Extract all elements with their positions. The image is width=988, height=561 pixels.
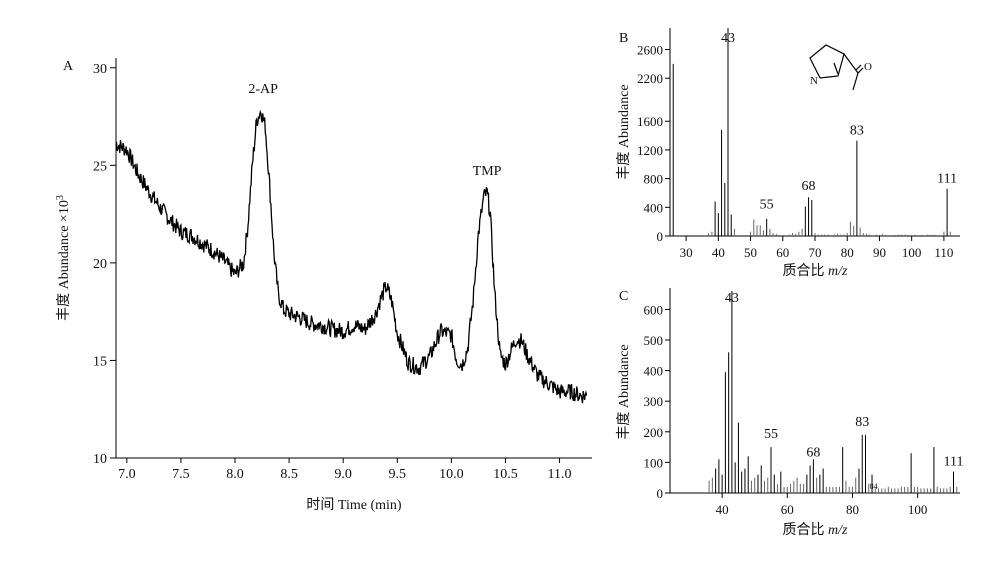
panel-c-x-tick-label: 80 — [846, 502, 859, 517]
panel-b-peak-label: 111 — [937, 172, 957, 187]
panel-a-x-tick-label: 10.0 — [439, 467, 464, 482]
panel-c-mass-spectrum: C 0 100 200 300 400 500 600 40 60 80 100 43 55 68 83… — [616, 288, 963, 538]
panel-c-marker-label: 84 — [870, 482, 878, 491]
panel-a-peak-label-2ap: 2-AP — [248, 82, 278, 97]
panel-b-y-ticks: 0 400 800 1200 1600 2200 2600 — [637, 43, 670, 244]
panel-c-y-ticks: 0 100 200 300 400 500 600 — [644, 302, 670, 501]
panel-c-y-tick-label: 300 — [644, 394, 664, 409]
molecule-oxygen-label: O — [864, 61, 872, 73]
panel-b-x-tick-label: 90 — [873, 245, 886, 260]
methyl-bond-icon — [852, 72, 859, 91]
panel-a-y-axis-title: 丰度 Abundance ×103 — [55, 195, 72, 321]
panel-c-y-tick-label: 0 — [657, 486, 664, 501]
carbonyl-double-bond-icon — [855, 64, 862, 71]
panel-a-y-tick-label: 20 — [93, 257, 107, 272]
panel-c-peak-labels: 43 55 68 83 111 — [725, 291, 964, 470]
panel-c-x-ticks: 40 60 80 100 — [716, 493, 928, 517]
carbonyl-bond-icon — [857, 67, 864, 74]
panel-a-label: A — [63, 59, 74, 74]
ring-double-bond-icon — [833, 62, 839, 75]
panel-c-peak-label: 83 — [855, 415, 869, 430]
molecule-structure-icon — [809, 44, 864, 91]
panel-b-x-ticks: 30 40 50 60 70 80 90 100 110 — [680, 236, 953, 260]
panel-c-x-tick-label: 100 — [908, 502, 928, 517]
panel-b-label: B — [619, 31, 628, 46]
panel-a-x-tick-label: 7.5 — [172, 467, 190, 482]
panel-b-peak-label: 43 — [721, 31, 735, 46]
panel-a-peak-label-tmp: TMP — [473, 164, 502, 179]
panel-b-peak-label: 83 — [850, 124, 864, 139]
panel-c-x-axis-title-mz: m/z — [828, 523, 848, 538]
panel-a-x-tick-label: 10.5 — [493, 467, 518, 482]
panel-a-y-axis-title-exponent: 3 — [55, 195, 66, 200]
panel-b-peak-label: 68 — [802, 179, 816, 194]
panel-b-peak-label: 55 — [760, 197, 774, 212]
panel-a-y-tick-label: 30 — [93, 62, 107, 77]
panel-c-y-tick-label: 100 — [644, 455, 664, 470]
panel-c-peak-label: 111 — [943, 455, 963, 470]
panel-c-peak-label: 68 — [806, 445, 820, 460]
panel-c-y-tick-label: 500 — [644, 333, 664, 348]
panel-b-y-tick-label: 400 — [644, 200, 664, 215]
panel-c-y-axis-title: 丰度 Abundance — [616, 344, 632, 439]
panel-a-chromatogram-trace — [115, 109, 588, 404]
panel-b-y-tick-label: 1600 — [637, 114, 663, 129]
panel-b-x-tick-label: 70 — [809, 245, 822, 260]
panel-b-mass-spectrum: B 0 400 800 1200 1600 2200 2600 30 40 50 60 70 80 90… — [616, 28, 960, 279]
panel-a-y-ticks: 10 15 20 25 30 — [93, 62, 116, 467]
panel-b-y-tick-label: 0 — [657, 229, 664, 244]
panel-b-x-tick-label: 30 — [680, 245, 693, 260]
panel-b-x-tick-label: 60 — [776, 245, 789, 260]
panel-a-y-axis-title-main: 丰度 Abundance ×10 — [56, 200, 72, 321]
panel-b-x-tick-label: 100 — [902, 245, 922, 260]
panel-b-y-axis-title: 丰度 Abundance — [616, 84, 632, 179]
panel-b-peak-labels: 43 55 68 83 111 — [721, 31, 957, 212]
panel-b-x-tick-label: 40 — [712, 245, 725, 260]
panel-b-x-axis-title-mz: m/z — [828, 264, 848, 279]
acetyl-bond-icon — [843, 53, 859, 74]
panel-a-x-tick-label: 11.0 — [548, 467, 572, 482]
panel-a-x-ticks: 7.0 7.5 8.0 8.5 9.0 9.5 10.0 10.5 11.0 — [118, 458, 572, 482]
panel-b-y-tick-label: 800 — [644, 172, 664, 187]
panel-a-x-tick-label: 8.5 — [280, 467, 298, 482]
panel-a-x-tick-label: 9.0 — [334, 467, 352, 482]
panel-b-x-tick-label: 50 — [744, 245, 757, 260]
panel-a-x-axis-title: 时间 Time (min) — [306, 497, 401, 513]
panel-b-x-tick-label: 110 — [934, 245, 953, 260]
panel-b-x-axis-title-prefix: 质合比 — [783, 263, 829, 279]
panel-a-chromatogram: A 10 15 20 25 30 7.0 7.5 8.0 8.5 9.0 9.5 10.0 10.5 1… — [55, 58, 592, 513]
panel-a-x-tick-label: 8.0 — [226, 467, 244, 482]
panel-c-label: C — [619, 289, 628, 304]
panel-c-x-axis-title-prefix: 质合比 — [783, 522, 829, 538]
panel-a-x-tick-label: 7.0 — [118, 467, 136, 482]
panel-c-peaks — [708, 291, 958, 493]
panel-b-y-tick-label: 2600 — [637, 43, 663, 58]
panel-c-y-tick-label: 400 — [644, 364, 664, 379]
panel-c-y-tick-label: 600 — [644, 302, 664, 317]
panel-c-x-tick-label: 60 — [781, 502, 794, 517]
panel-a-y-tick-label: 10 — [93, 452, 107, 467]
panel-c-peak-label: 43 — [725, 291, 739, 306]
panel-b-x-tick-label: 80 — [841, 245, 854, 260]
panel-b-y-tick-label: 2200 — [637, 71, 663, 86]
panel-a-y-tick-label: 25 — [93, 159, 107, 174]
panel-a-x-tick-label: 9.5 — [389, 467, 407, 482]
panel-c-y-tick-label: 200 — [644, 425, 664, 440]
pyrroline-ring-icon — [809, 44, 845, 79]
panel-c-peak-label: 55 — [764, 427, 778, 442]
panel-b-peaks — [672, 28, 951, 236]
panel-b-y-tick-label: 1200 — [637, 143, 663, 158]
panel-b-x-axis-title: 质合比 m/z — [783, 263, 849, 279]
panel-c-x-axis-title: 质合比 m/z — [783, 522, 849, 538]
panel-a-y-tick-label: 15 — [93, 354, 107, 369]
molecule-nitrogen-label: N — [810, 75, 818, 87]
panel-c-x-tick-label: 40 — [716, 502, 729, 517]
